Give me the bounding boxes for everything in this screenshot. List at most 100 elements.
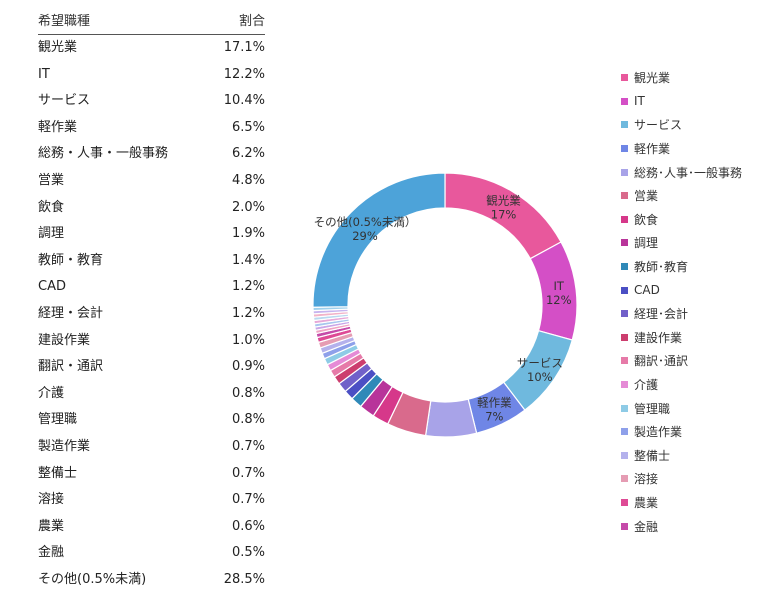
row-category: 経理・会計 [38, 305, 104, 321]
table-row: 介護 0.8% [38, 381, 265, 408]
legend-label: 建設作業 [634, 330, 683, 345]
legend-swatch [621, 121, 628, 129]
chart-legend: 観光業 IT サービス軽作業 総務･人事･一般事務営業飲食調理 教師･教育 CAD 経理･会… [621, 66, 742, 538]
legend-swatch [621, 451, 628, 459]
table-row: 経理・会計 1.2% [38, 301, 265, 328]
row-value: 0.8% [231, 385, 265, 401]
row-category: 翻訳・通訳 [38, 359, 104, 375]
legend-item: 調理 [621, 231, 742, 255]
row-value: 0.5% [231, 545, 265, 561]
legend-item: 営業 [621, 184, 742, 208]
legend-swatch [621, 428, 628, 436]
row-value: 2.0% [231, 199, 265, 215]
legend-item: 教師･教育 [621, 255, 742, 279]
data-label-percent: 10% [527, 370, 553, 384]
legend-item: 総務･人事･一般事務 [621, 160, 742, 184]
row-value: 28.5% [223, 571, 265, 587]
legend-label: 溶接 [634, 472, 659, 487]
table-row: IT 12.2% [38, 62, 265, 89]
table-row: 整備士 0.7% [38, 461, 265, 488]
data-label-name: 軽作業 [477, 395, 512, 409]
table-header: 希望職種 割合 [38, 10, 265, 35]
table-row: 教師・教育 1.4% [38, 248, 265, 275]
table-row: 金融 0.5% [38, 540, 265, 567]
legend-item: 管理職 [621, 396, 742, 420]
row-category: サービス [38, 93, 91, 109]
table-body: 観光業 17.1% IT 12.2% サービス 10.4% 軽作業 6.5% 総務・人事・一般事… [38, 35, 265, 593]
data-label-name: その他(0.5%未満） [314, 215, 417, 229]
row-category: 軽作業 [38, 119, 78, 135]
row-value: 1.2% [231, 279, 265, 295]
table-row: 営業 4.8% [38, 168, 265, 195]
job-share-table: 希望職種 割合 観光業 17.1% IT 12.2% サービス 10.4% 軽作業 6.5% 総… [38, 10, 265, 593]
row-category: 建設作業 [38, 332, 91, 348]
row-value: 17.1% [223, 40, 265, 55]
data-label-percent: 7% [485, 409, 503, 423]
row-category: 溶接 [38, 492, 65, 508]
legend-item: 整備士 [621, 444, 742, 468]
row-category: 総務・人事・一般事務 [38, 146, 169, 162]
legend-label: 営業 [634, 189, 659, 204]
row-category: 調理 [38, 226, 65, 242]
legend-label: 製造作業 [634, 425, 683, 440]
row-value: 6.5% [231, 119, 265, 135]
legend-item: 経理･会計 [621, 302, 742, 326]
legend-swatch [621, 310, 628, 318]
row-category: 製造作業 [38, 438, 91, 454]
row-category: CAD [38, 279, 66, 295]
legend-swatch [621, 168, 628, 176]
data-label-name: IT [554, 279, 565, 293]
row-value: 0.7% [231, 465, 265, 481]
row-value: 4.8% [231, 172, 265, 188]
row-category: その他(0.5%未満) [38, 571, 147, 587]
legend-item: 軽作業 [621, 137, 742, 161]
legend-item: サービス [621, 113, 742, 137]
table-row: 溶接 0.7% [38, 487, 265, 514]
legend-label: IT [634, 94, 645, 109]
legend-swatch [621, 404, 628, 412]
row-category: 観光業 [38, 40, 78, 55]
row-value: 0.6% [231, 518, 265, 534]
legend-swatch [621, 145, 628, 153]
row-value: 0.9% [231, 359, 265, 375]
row-value: 1.2% [231, 305, 265, 321]
legend-item: 観光業 [621, 66, 742, 90]
table-row: 建設作業 1.0% [38, 328, 265, 355]
legend-label: サービス [634, 118, 683, 133]
legend-item: 金融 [621, 514, 742, 538]
legend-label: 金融 [634, 519, 659, 534]
table-row: 軽作業 6.5% [38, 115, 265, 142]
row-value: 12.2% [223, 66, 265, 82]
legend-swatch [621, 263, 628, 271]
legend-item: 飲食 [621, 208, 742, 232]
row-category: 金融 [38, 545, 65, 561]
table-row: 農業 0.6% [38, 514, 265, 541]
legend-swatch [621, 357, 628, 365]
legend-swatch [621, 215, 628, 223]
header-category: 希望職種 [38, 14, 91, 29]
row-value: 1.0% [231, 332, 265, 348]
legend-item: 製造作業 [621, 420, 742, 444]
legend-swatch [621, 498, 628, 506]
row-category: 農業 [38, 518, 65, 534]
legend-item: 翻訳･通訳 [621, 349, 742, 373]
table-row: CAD 1.2% [38, 274, 265, 301]
table-row: 製造作業 0.7% [38, 434, 265, 461]
legend-item: 建設作業 [621, 326, 742, 350]
legend-item: IT [621, 90, 742, 114]
legend-label: 飲食 [634, 212, 659, 227]
table-row: 観光業 17.1% [38, 35, 265, 62]
table-row: 調理 1.9% [38, 221, 265, 248]
legend-label: CAD [634, 283, 660, 298]
table-row: その他(0.5%未満) 28.5% [38, 567, 265, 594]
legend-swatch [621, 74, 628, 82]
legend-label: 翻訳･通訳 [634, 354, 689, 369]
table-row: 総務・人事・一般事務 6.2% [38, 141, 265, 168]
row-category: 営業 [38, 172, 65, 188]
row-value: 0.7% [231, 492, 265, 508]
legend-swatch [621, 192, 628, 200]
legend-swatch [621, 286, 628, 294]
legend-swatch [621, 522, 628, 530]
row-value: 1.9% [231, 226, 265, 242]
